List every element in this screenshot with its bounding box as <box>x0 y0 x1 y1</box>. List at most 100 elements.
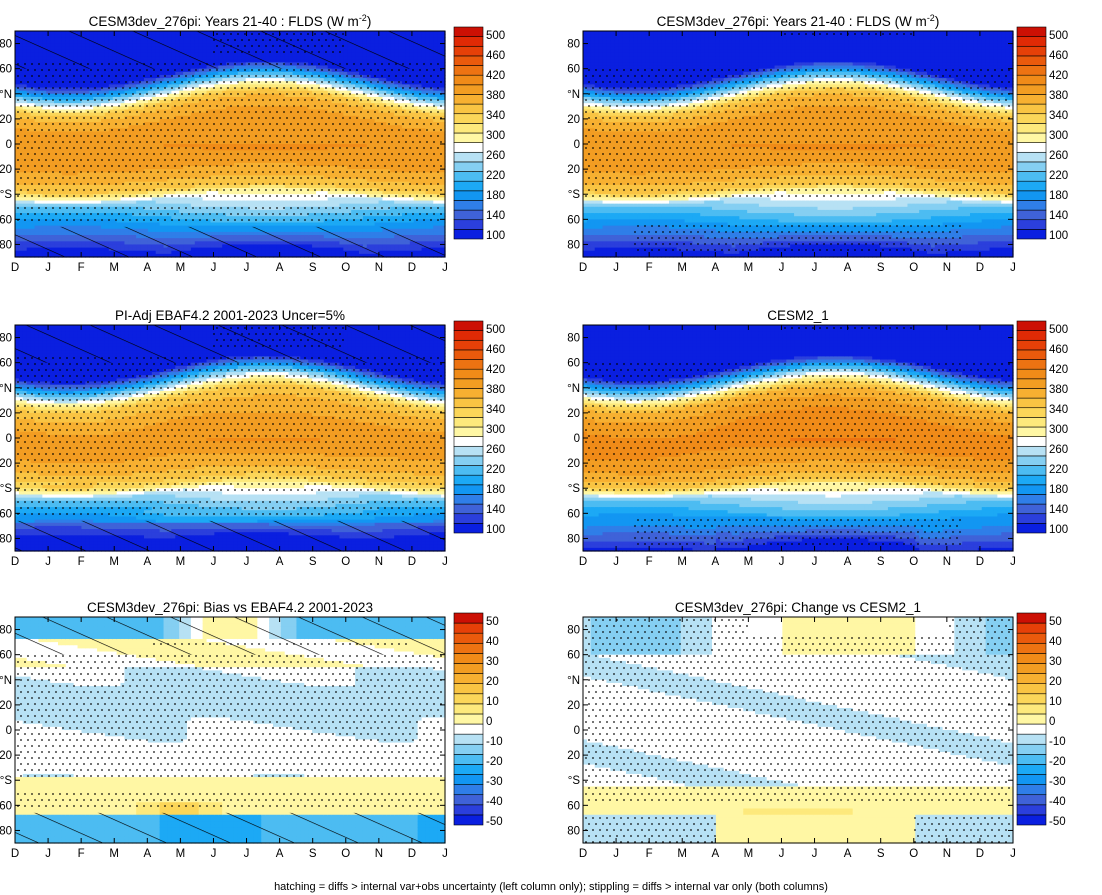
panel-title: CESM3dev_276pi: Years 21-40 : FLDS (W m-… <box>89 13 372 29</box>
y-tick-label: 80 <box>0 625 12 637</box>
y-tick-label: 60 <box>0 64 12 76</box>
y-tick-label: 60 <box>0 800 12 812</box>
colorbar-label: -40 <box>1049 796 1066 808</box>
colorbar-label: 220 <box>1049 170 1068 182</box>
x-tick-label: F <box>646 848 653 860</box>
colorbar-label: -40 <box>486 796 503 808</box>
colorbar-label: 460 <box>486 50 505 62</box>
y-tick-label: 0 <box>6 139 12 151</box>
x-tick-label: M <box>109 556 119 568</box>
x-tick-label: D <box>11 262 19 274</box>
colorbar-label: 300 <box>486 130 505 142</box>
y-tick-label: 80 <box>0 333 12 345</box>
y-tick-label: 20 <box>567 458 580 470</box>
y-tick-label: °N <box>0 675 12 687</box>
x-tick-label: D <box>408 262 416 274</box>
colorbar-label: 340 <box>486 404 505 416</box>
y-tick-label: °N <box>567 89 580 101</box>
y-tick-label: 80 <box>0 239 12 251</box>
x-tick-label: O <box>909 556 918 568</box>
x-tick-label: D <box>976 262 984 274</box>
x-tick-label: J <box>613 262 619 274</box>
x-tick-label: N <box>943 262 951 274</box>
colorbar-label: 500 <box>486 324 505 336</box>
colorbar-label: -30 <box>486 776 503 788</box>
colorbar-label: -10 <box>486 736 503 748</box>
colorbar-label: 300 <box>1049 130 1068 142</box>
x-tick-label: D <box>976 848 984 860</box>
y-tick-label: 80 <box>0 533 12 545</box>
y-tick-label: °N <box>567 675 580 687</box>
y-tick-label: 20 <box>0 750 12 762</box>
y-tick-label: 80 <box>567 533 580 545</box>
x-tick-label: M <box>109 848 119 860</box>
y-tick-label: 0 <box>574 433 580 445</box>
colorbar-label: 220 <box>486 170 505 182</box>
x-tick-label: A <box>276 556 284 568</box>
x-tick-label: N <box>943 556 951 568</box>
x-tick-label: S <box>877 848 885 860</box>
y-tick-label: 60 <box>0 508 12 520</box>
y-tick-label: 60 <box>567 800 580 812</box>
panels-group: CESM3dev_276pi: Years 21-40 : FLDS (W m-… <box>0 13 1068 860</box>
x-tick-label: A <box>276 262 284 274</box>
y-tick-label: °S <box>0 775 12 787</box>
colorbar-label: 220 <box>486 464 505 476</box>
y-tick-label: 80 <box>0 825 12 837</box>
y-tick-label: 60 <box>0 358 12 370</box>
x-tick-label: J <box>812 262 818 274</box>
y-tick-label: 0 <box>6 725 12 737</box>
colorbar-label: 380 <box>486 90 505 102</box>
y-tick-label: 80 <box>0 39 12 51</box>
x-tick-label: A <box>711 848 719 860</box>
colorbar-label: 20 <box>486 676 499 688</box>
x-tick-label: N <box>375 262 383 274</box>
colorbar-label: 180 <box>1049 484 1068 496</box>
colorbar-label: 260 <box>486 444 505 456</box>
chart-panel-4: CESM2_1D J F M A M J J A S O N D J8060°N20020°S608050… <box>567 308 1068 568</box>
colorbar-label: -50 <box>1049 816 1066 828</box>
colorbar-label: 380 <box>1049 384 1068 396</box>
chart-panel-2: CESM3dev_276pi: Years 21-40 : FLDS (W m-… <box>567 13 1068 274</box>
y-tick-label: 60 <box>567 650 580 662</box>
x-tick-label: F <box>78 848 85 860</box>
y-tick-label: 60 <box>567 214 580 226</box>
x-tick-label: O <box>341 556 350 568</box>
x-tick-label: A <box>276 848 284 860</box>
colorbar-label: 50 <box>486 616 499 628</box>
colorbar-label: 380 <box>1049 90 1068 102</box>
x-tick-label: D <box>11 848 19 860</box>
x-tick-label: J <box>1010 262 1016 274</box>
x-tick-label: N <box>375 556 383 568</box>
x-tick-label: M <box>677 556 687 568</box>
contour-field <box>583 31 1014 258</box>
x-tick-label: F <box>78 262 85 274</box>
colorbar-label: 30 <box>1049 656 1062 668</box>
y-tick-label: 60 <box>0 650 12 662</box>
x-tick-label: F <box>646 262 653 274</box>
x-tick-label: F <box>78 556 85 568</box>
colorbar-label: 380 <box>486 384 505 396</box>
chart-panel-6: CESM3dev_276pi: Change vs CESM2_1D J F M A M J… <box>567 600 1066 860</box>
x-tick-label: J <box>812 556 818 568</box>
colorbar-label: 140 <box>1049 504 1068 516</box>
x-tick-label: S <box>309 556 317 568</box>
colorbar-label: 40 <box>1049 636 1062 648</box>
y-tick-label: 60 <box>567 358 580 370</box>
y-tick-label: 20 <box>0 114 12 126</box>
colorbar-label: 100 <box>486 230 505 242</box>
x-tick-label: J <box>812 848 818 860</box>
x-tick-label: A <box>143 848 151 860</box>
y-tick-label: °N <box>0 89 12 101</box>
x-tick-label: M <box>677 848 687 860</box>
y-tick-label: 0 <box>574 725 580 737</box>
x-tick-label: J <box>779 262 785 274</box>
colorbar-label: 500 <box>1049 30 1068 42</box>
chart-panel-3: PI-Adj EBAF4.2 2001-2023 Uncer=5%D J F M A M J… <box>0 308 505 568</box>
y-tick-label: 20 <box>567 164 580 176</box>
footer-note: hatching = diffs > internal var+obs unce… <box>274 881 828 893</box>
panel-title: CESM2_1 <box>767 308 829 323</box>
colorbar-label: -30 <box>1049 776 1066 788</box>
